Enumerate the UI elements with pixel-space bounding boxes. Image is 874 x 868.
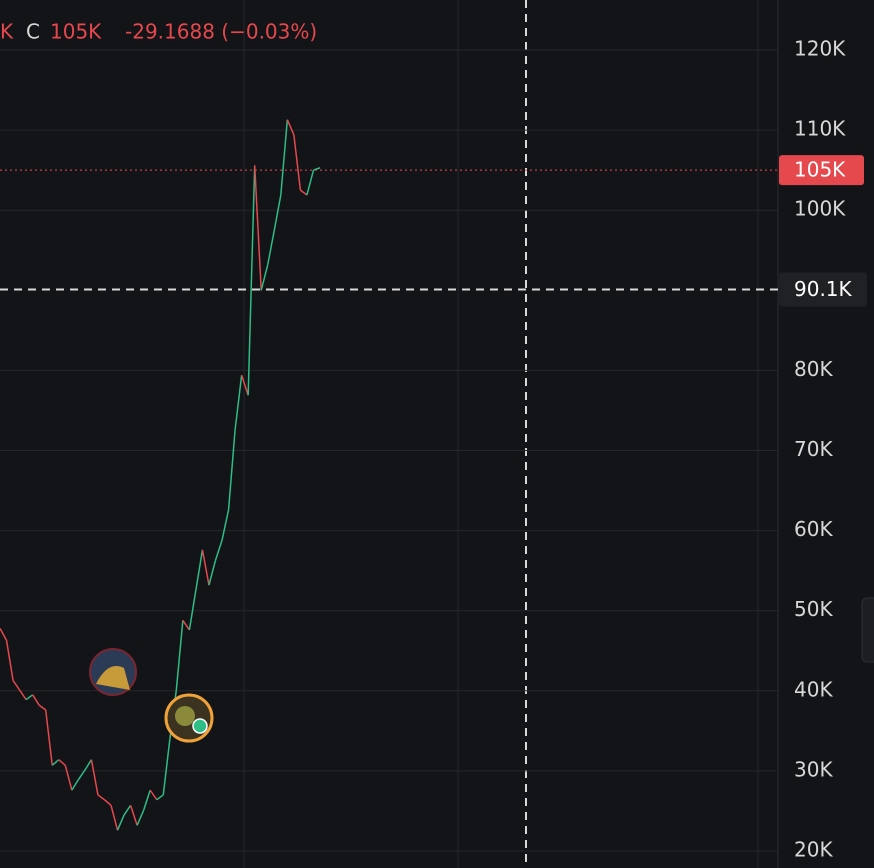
price-segment xyxy=(175,620,184,691)
y-tick-label: 30K xyxy=(794,757,833,781)
price-segment xyxy=(0,627,8,641)
y-tick-label: 60K xyxy=(794,517,833,541)
price-segment xyxy=(32,694,40,706)
price-segment xyxy=(64,765,73,791)
collapse-handle[interactable] xyxy=(861,597,874,663)
price-segment xyxy=(77,769,86,781)
price-segment xyxy=(240,374,249,396)
price-segment xyxy=(221,509,230,541)
price-segment xyxy=(156,794,164,801)
price-segment xyxy=(44,709,53,766)
y-tick-label: 20K xyxy=(794,838,833,862)
y-tick-label: 40K xyxy=(794,677,833,701)
price-segment xyxy=(71,779,80,791)
price-segment xyxy=(253,165,262,291)
y-tick-label: 100K xyxy=(794,197,846,221)
price-segment xyxy=(142,789,151,811)
price-segment xyxy=(116,814,125,831)
price-segment xyxy=(90,759,99,796)
price-segment xyxy=(195,549,204,591)
y-tick-label: 70K xyxy=(794,437,833,461)
price-segment xyxy=(234,375,243,430)
price-segment xyxy=(260,264,269,291)
y-tick-label: 120K xyxy=(794,36,846,60)
price-segment xyxy=(182,619,191,631)
price-segment xyxy=(136,809,145,826)
price-segment xyxy=(306,169,315,196)
y-tick-label: 80K xyxy=(794,357,833,381)
price-segment xyxy=(313,167,321,171)
grid xyxy=(0,49,778,852)
price-segment xyxy=(38,704,47,711)
price-segment xyxy=(299,189,308,196)
header-change: -29.1688 (−0.03%) xyxy=(125,20,317,44)
price-segment xyxy=(286,119,295,136)
price-segment xyxy=(201,549,210,586)
header: K C 105K -29.1688 (−0.03%) xyxy=(0,20,317,44)
price-segment xyxy=(110,805,119,831)
header-open-tail: K xyxy=(0,20,14,44)
price-segment xyxy=(273,194,282,231)
price-segment xyxy=(214,539,223,561)
price-segment xyxy=(97,794,105,801)
avatar-badge xyxy=(192,718,208,734)
y-tick-label: 110K xyxy=(794,117,846,141)
price-segment xyxy=(12,679,21,691)
price-segment xyxy=(208,560,217,586)
price-segment xyxy=(123,804,132,816)
price-segment xyxy=(188,589,197,631)
price-segment xyxy=(247,165,256,396)
y-tick-label: 50K xyxy=(794,597,833,621)
crosshair-tag xyxy=(779,272,867,307)
price-segment xyxy=(162,739,171,796)
price-segment xyxy=(84,759,93,771)
header-close-label: C xyxy=(26,20,40,44)
price-segment xyxy=(293,134,302,191)
price-segment xyxy=(51,759,60,766)
price-segment xyxy=(227,429,236,510)
price-segment xyxy=(5,640,14,681)
price-segment xyxy=(280,119,289,196)
avatar-art xyxy=(175,706,195,726)
crosshair-label: 90.1K xyxy=(794,277,853,301)
price-segment xyxy=(267,230,276,265)
last-price-label: 105K xyxy=(794,158,846,182)
plot xyxy=(0,119,321,831)
price-segment xyxy=(58,759,66,766)
header-close-value: 105K xyxy=(50,20,102,44)
price-segment xyxy=(25,694,34,701)
avatar-art xyxy=(96,666,130,690)
price-segment xyxy=(149,789,158,801)
price-segment xyxy=(18,689,27,701)
last-price-tag xyxy=(779,155,864,186)
price-segment xyxy=(129,805,138,826)
price-segment xyxy=(104,799,112,806)
